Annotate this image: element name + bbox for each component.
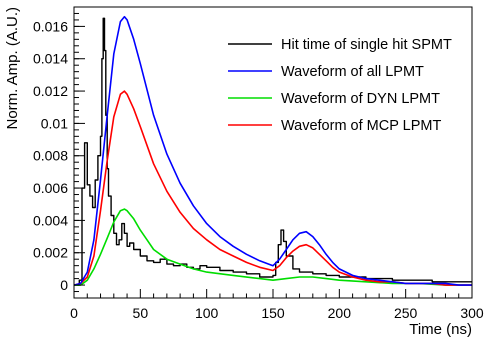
y-axis-title: Norm. Amp. (A.U.) (4, 7, 21, 130)
series-line-0 (74, 17, 472, 286)
y-tick-label: 0.012 (33, 83, 68, 99)
legend-label-3: Waveform of MCP LPMT (281, 118, 441, 134)
series-line-1 (73, 15, 472, 286)
y-tick-label: 0.01 (41, 115, 68, 131)
x-axis-title: Time (ns) (409, 321, 472, 338)
y-tick-label: 0.008 (33, 148, 68, 164)
x-tick-label: 150 (261, 305, 285, 321)
x-tick-label: 300 (460, 305, 484, 321)
y-tick-label: 0.006 (33, 180, 68, 196)
legend-label-0: Hit time of single hit SPMT (281, 37, 452, 53)
y-tick-label: 0 (60, 277, 68, 293)
series-line-2 (74, 208, 472, 286)
x-tick-label: 0 (70, 305, 78, 321)
y-tick-label: 0.014 (33, 51, 68, 67)
ticks-layer: 0 50 100 150 200 250 300 0 0.002 0.004 0.006 0.008 0… (33, 6, 484, 321)
y-tick-label: 0.004 (33, 212, 68, 228)
x-tick-label: 50 (133, 305, 149, 321)
y-tick-label: 0.016 (33, 18, 68, 34)
legend-label-2: Waveform of DYN LPMT (281, 91, 440, 107)
series-layer (73, 15, 472, 286)
legend-label-1: Waveform of all LPMT (281, 64, 424, 80)
x-tick-label: 200 (328, 305, 352, 321)
series-line-3 (73, 90, 472, 286)
x-tick-label: 250 (394, 305, 418, 321)
y-tick-label: 0.002 (33, 245, 68, 261)
x-tick-label: 100 (195, 305, 219, 321)
legend: Hit time of single hit SPMT Waveform of a… (228, 37, 452, 134)
